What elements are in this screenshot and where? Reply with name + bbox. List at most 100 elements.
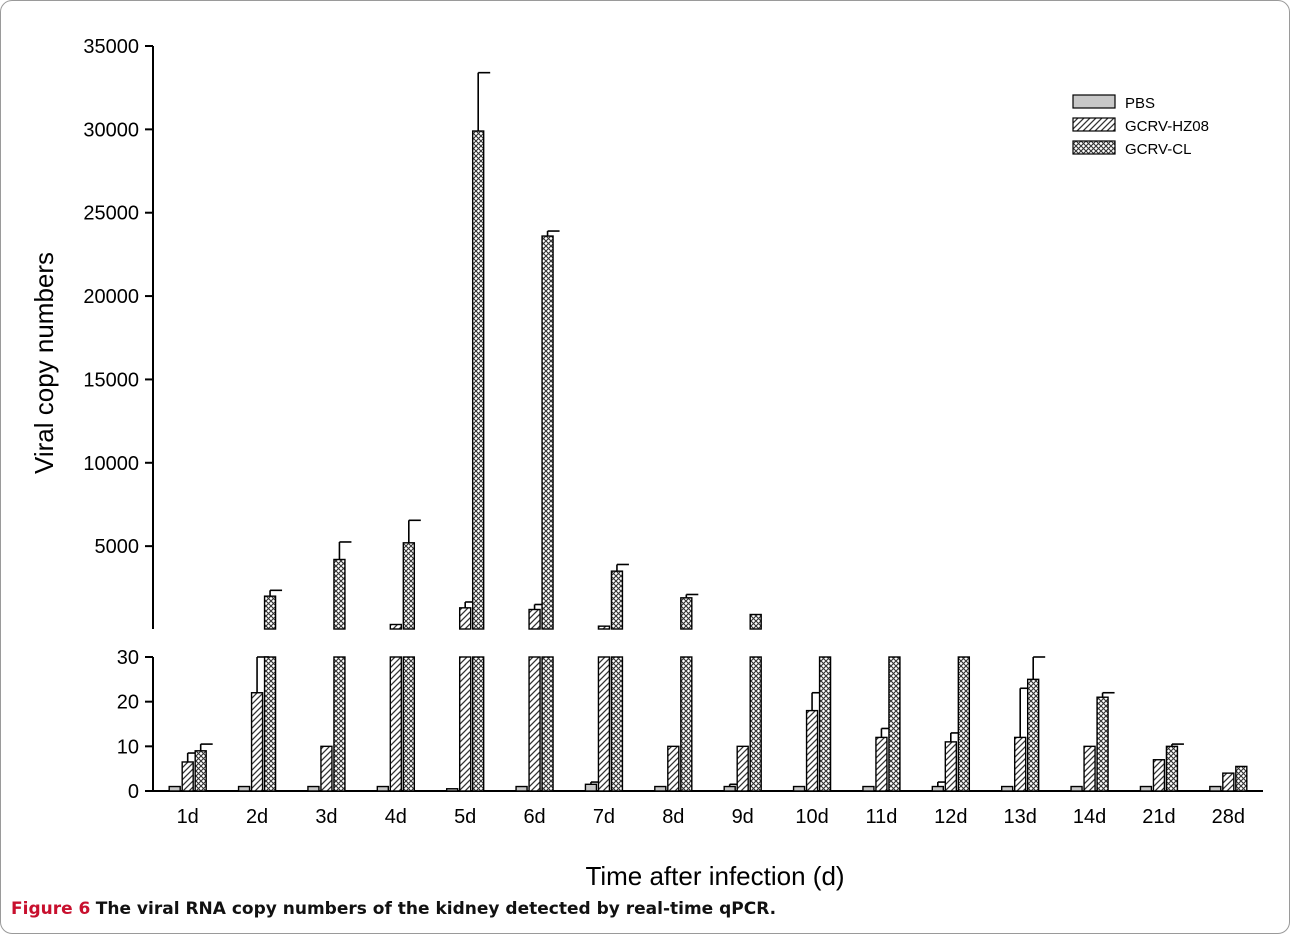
legend-entry: GCRV-CL bbox=[1125, 141, 1191, 158]
bar-gcrv-cl-upper bbox=[402, 542, 416, 630]
bar-pbs-lower bbox=[792, 785, 806, 792]
upper-y-tick-label: 15000 bbox=[83, 369, 139, 391]
bar-pbs-lower bbox=[445, 788, 459, 792]
bar-gcrv-hz08-lower bbox=[875, 736, 888, 792]
legend-entry: PBS bbox=[1125, 95, 1155, 112]
legend-swatch bbox=[1072, 140, 1116, 155]
x-tick-label: 9d bbox=[732, 806, 754, 828]
bar-gcrv-hz08-lower bbox=[250, 692, 264, 792]
bar-pbs-lower bbox=[307, 785, 320, 792]
upper-y-tick-label: 30000 bbox=[83, 119, 139, 141]
bar-gcrv-hz08-lower bbox=[181, 761, 194, 792]
lower-y-tick-label: 10 bbox=[117, 736, 139, 758]
x-tick-label: 6d bbox=[523, 806, 545, 828]
bar-chart: 0 10 20 30 5000 10000 15000 20000 25000 30000 3500… bbox=[29, 36, 1263, 891]
bar-pbs-lower bbox=[168, 785, 181, 792]
bar-gcrv-hz08-lower bbox=[805, 709, 819, 792]
bar-gcrv-hz08-lower bbox=[458, 656, 472, 792]
bar-gcrv-cl-lower bbox=[818, 656, 832, 792]
bar-gcrv-cl-lower bbox=[1026, 678, 1040, 792]
bar-gcrv-hz08-upper bbox=[458, 607, 472, 630]
legend-swatch bbox=[1072, 94, 1116, 109]
x-tick-label: 21d bbox=[1142, 806, 1175, 828]
legend: PBS GCRV-HZ08 GCRV-CL bbox=[1072, 94, 1209, 158]
bar-pbs-lower bbox=[1070, 785, 1083, 792]
bar-gcrv-hz08-lower bbox=[1013, 736, 1027, 792]
bar-pbs-lower bbox=[1139, 785, 1153, 792]
bar-gcrv-cl-upper bbox=[610, 570, 624, 630]
bar-gcrv-cl-upper bbox=[680, 597, 693, 630]
legend-entry: GCRV-HZ08 bbox=[1125, 118, 1209, 135]
bar-gcrv-cl-lower bbox=[402, 656, 416, 792]
bar-gcrv-hz08-lower bbox=[944, 741, 958, 792]
bar-gcrv-cl-lower bbox=[541, 656, 554, 792]
bar-gcrv-cl-lower bbox=[1165, 745, 1179, 792]
legend-swatch bbox=[1072, 117, 1116, 132]
y-axis-label: Viral copy numbers bbox=[29, 252, 59, 474]
bar-pbs-lower bbox=[862, 785, 875, 792]
bar-gcrv-cl-lower bbox=[680, 656, 693, 792]
bar-gcrv-hz08-lower bbox=[389, 656, 403, 792]
x-tick-label: 4d bbox=[385, 806, 407, 828]
upper-y-tick-label: 10000 bbox=[83, 453, 139, 475]
caption-text: The viral RNA copy numbers of the kidney… bbox=[95, 899, 777, 919]
x-tick-label: 28d bbox=[1212, 806, 1245, 828]
x-tick-label: 7d bbox=[593, 806, 615, 828]
bar-pbs-lower bbox=[931, 785, 945, 792]
x-tick-label: 10d bbox=[795, 806, 828, 828]
upper-y-tick-label: 35000 bbox=[83, 36, 139, 58]
plot-area: 0 10 20 30 5000 10000 15000 20000 25000 30000 3500… bbox=[83, 36, 1263, 828]
upper-y-tick-label: 20000 bbox=[83, 286, 139, 308]
bar-gcrv-cl-upper bbox=[749, 613, 762, 630]
x-tick-label: 3d bbox=[315, 806, 337, 828]
x-axis-label: Time after infection (d) bbox=[585, 861, 844, 891]
upper-y-tick-label: 25000 bbox=[83, 203, 139, 225]
bar-gcrv-cl-lower bbox=[1235, 765, 1248, 792]
x-tick-label: 5d bbox=[454, 806, 476, 828]
x-tick-label: 12d bbox=[934, 806, 967, 828]
bar-gcrv-hz08-lower bbox=[667, 745, 680, 792]
figure-caption: Figure 6 The viral RNA copy numbers of t… bbox=[11, 899, 776, 919]
bar-gcrv-hz08-lower bbox=[1152, 759, 1166, 792]
bar-pbs-lower bbox=[1000, 785, 1014, 792]
x-tick-label: 14d bbox=[1073, 806, 1106, 828]
bar-gcrv-hz08-upper bbox=[528, 608, 541, 630]
bar-gcrv-cl-upper bbox=[333, 558, 346, 630]
bar-gcrv-cl-lower bbox=[749, 656, 762, 792]
bar-pbs-lower bbox=[515, 785, 528, 792]
bar-gcrv-cl-lower bbox=[194, 750, 207, 792]
bar-gcrv-cl-lower bbox=[263, 656, 277, 792]
bar-pbs-lower bbox=[376, 785, 390, 792]
bar-gcrv-hz08-lower bbox=[528, 656, 541, 792]
bar-gcrv-cl-lower bbox=[957, 656, 971, 792]
bar-pbs-lower bbox=[1209, 785, 1222, 792]
bar-gcrv-cl-lower bbox=[1096, 696, 1109, 792]
bar-gcrv-hz08-upper bbox=[597, 625, 611, 630]
bar-gcrv-hz08-upper bbox=[389, 623, 403, 630]
bar-gcrv-cl-upper bbox=[471, 130, 485, 630]
x-tick-label: 2d bbox=[246, 806, 268, 828]
bar-pbs-lower bbox=[654, 785, 667, 792]
bar-gcrv-hz08-lower bbox=[1083, 745, 1096, 792]
bar-gcrv-cl-lower bbox=[471, 656, 485, 792]
bar-pbs-lower bbox=[723, 785, 736, 792]
bar-gcrv-cl-upper bbox=[541, 235, 554, 630]
bar-gcrv-hz08-lower bbox=[320, 745, 333, 792]
bar-pbs-lower bbox=[237, 785, 251, 792]
bar-gcrv-cl-lower bbox=[888, 656, 901, 792]
lower-y-tick-label: 20 bbox=[117, 692, 139, 714]
bar-pbs-lower bbox=[584, 783, 598, 792]
bar-gcrv-hz08-lower bbox=[597, 656, 611, 792]
bar-gcrv-hz08-lower bbox=[736, 745, 749, 792]
lower-y-tick-label: 30 bbox=[117, 647, 139, 669]
x-tick-label: 1d bbox=[177, 806, 199, 828]
bar-gcrv-cl-lower bbox=[610, 656, 624, 792]
caption-label: Figure 6 bbox=[11, 899, 91, 919]
bar-gcrv-cl-upper bbox=[263, 595, 277, 630]
x-tick-label: 13d bbox=[1004, 806, 1037, 828]
x-tick-label: 8d bbox=[662, 806, 684, 828]
lower-y-tick-label: 0 bbox=[128, 781, 139, 803]
x-tick-label: 11d bbox=[865, 806, 897, 828]
upper-y-tick-label: 5000 bbox=[95, 536, 140, 558]
